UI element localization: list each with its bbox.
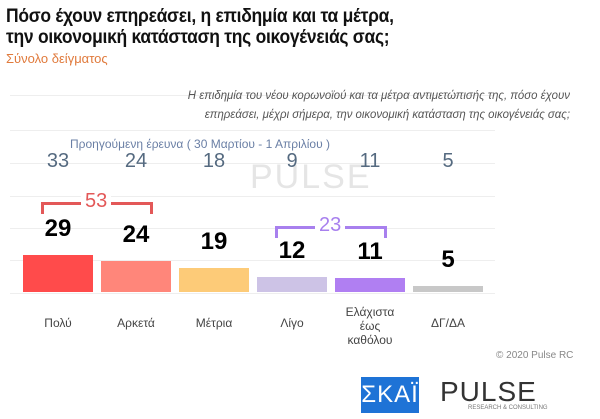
bar xyxy=(23,254,93,292)
pulse-watermark: PULSE xyxy=(250,158,372,196)
previous-value-label: 24 xyxy=(124,150,148,172)
value-label: 24 xyxy=(122,221,150,249)
group-total-label: 53 xyxy=(81,191,112,211)
value-label: 29 xyxy=(44,214,72,242)
bar xyxy=(257,276,327,292)
bar xyxy=(335,277,405,292)
survey-question: Η επιδημία του νέου κορωνοϊού και τα μέτ… xyxy=(187,88,571,121)
previous-value-label: 33 xyxy=(46,150,70,172)
gridline xyxy=(10,196,495,197)
previous-value-label: 9 xyxy=(286,150,298,172)
bar xyxy=(413,285,483,292)
gridline xyxy=(10,163,495,164)
previous-value-label: 18 xyxy=(202,150,226,172)
group-total-label: 23 xyxy=(315,215,346,235)
title-line: την οικονομική κατάσταση της οικογένειάς… xyxy=(6,27,390,48)
previous-value-label: 11 xyxy=(359,150,381,172)
category-label: Ελάχιστα έως καθόλου xyxy=(331,305,409,347)
category-label: Πολύ xyxy=(44,316,72,330)
bar xyxy=(101,261,171,292)
chart-title: Πόσο έχουν επηρεάσει, η επιδημία και τα … xyxy=(6,6,394,48)
gridline xyxy=(10,260,495,261)
category-label-line: καθόλου xyxy=(347,333,393,347)
category-label: Μέτρια xyxy=(195,316,233,330)
pulse-logo-subtitle: RESEARCH & CONSULTING xyxy=(468,405,548,411)
previous-value-label: 5 xyxy=(442,150,454,172)
gridline xyxy=(10,130,495,131)
value-label: 11 xyxy=(357,237,383,265)
category-label: ΔΓ/ΔΑ xyxy=(431,316,465,330)
gridline xyxy=(10,95,495,96)
value-label: 19 xyxy=(200,227,228,255)
category-label-line: έως xyxy=(359,319,381,333)
previous-survey-label: Προηγούμενη έρευνα ( 30 Μαρτίου - 1 Απρι… xyxy=(70,137,330,151)
gridline xyxy=(10,228,495,229)
skai-logo: ΣΚΑΪ xyxy=(361,377,419,413)
category-label: Αρκετά xyxy=(117,316,155,330)
category-label-line: Ελάχιστα xyxy=(345,305,395,319)
value-label: 12 xyxy=(278,236,306,264)
copyright: © 2020 Pulse RC xyxy=(496,350,574,361)
title-line: Πόσο έχουν επηρεάσει, η επιδημία και τα … xyxy=(6,6,394,27)
bar xyxy=(179,267,249,292)
subtitle: Σύνολο δείγματος xyxy=(6,51,108,66)
pulse-logo: PULSE xyxy=(440,376,537,407)
value-label: 5 xyxy=(441,245,455,273)
category-label: Λίγο xyxy=(280,316,304,330)
baseline xyxy=(10,293,495,294)
